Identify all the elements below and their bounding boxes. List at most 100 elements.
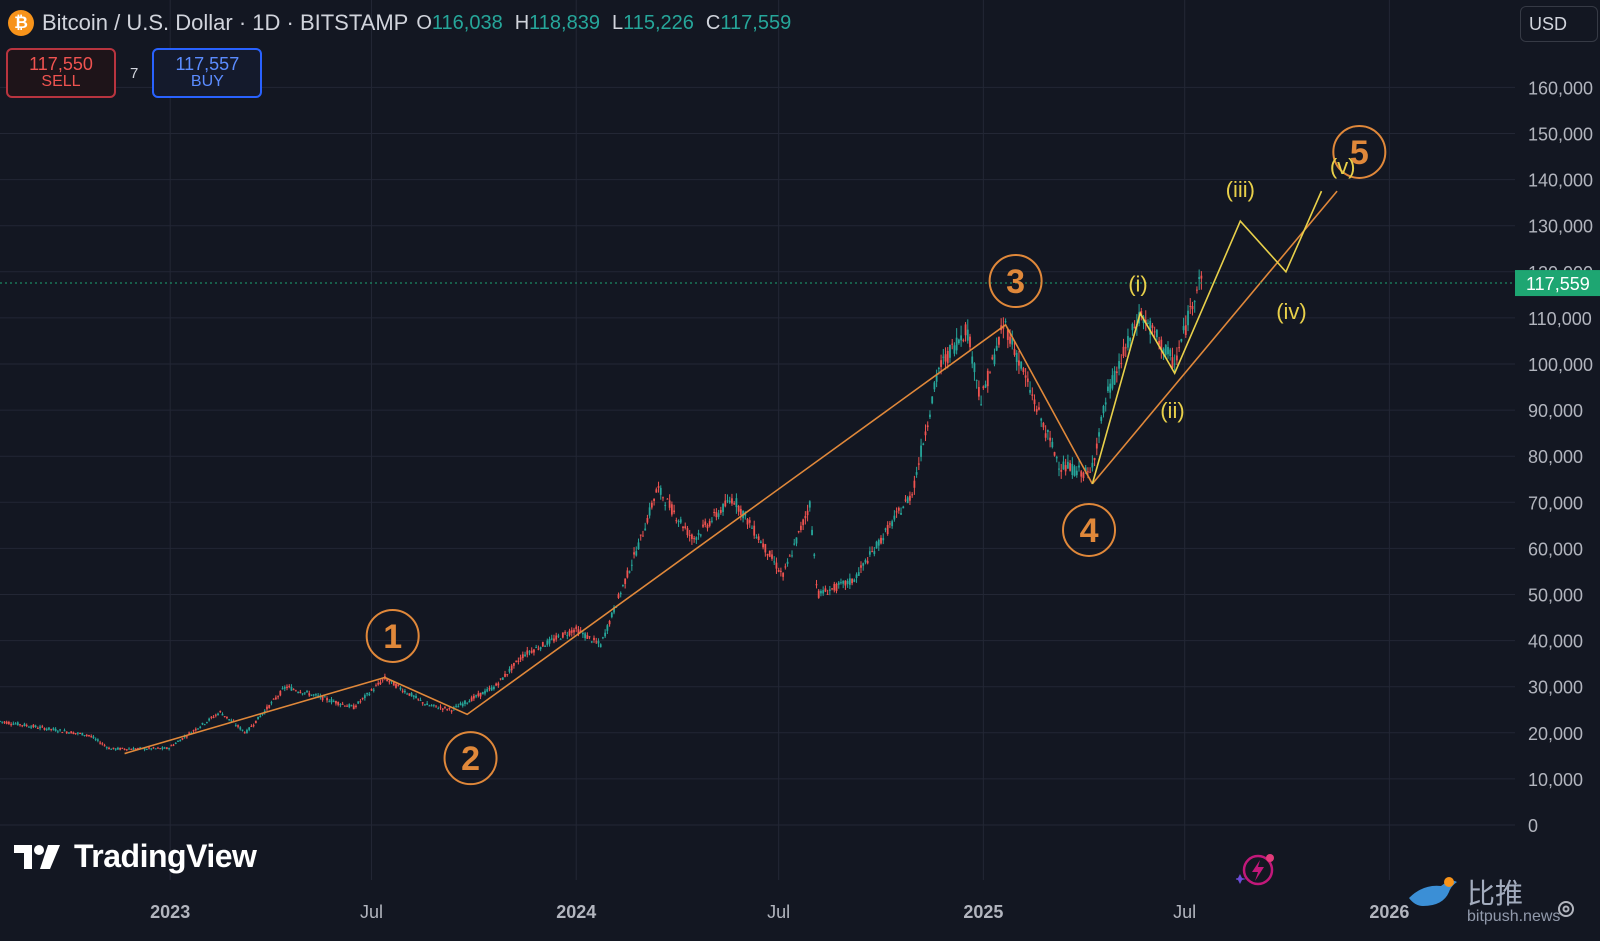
- candle-body: [886, 525, 889, 535]
- candle-body: [646, 518, 649, 523]
- candle-body: [593, 637, 595, 641]
- candle-body: [56, 731, 59, 733]
- candle-body: [1109, 383, 1112, 393]
- y-tick-label: 110,000: [1528, 309, 1592, 329]
- candle-body: [1091, 462, 1094, 468]
- candle-body: [341, 703, 344, 705]
- candle-body: [194, 728, 197, 731]
- candle-body: [697, 533, 700, 535]
- candle-body: [786, 561, 789, 564]
- candle-body: [444, 706, 446, 708]
- candle-body: [90, 736, 93, 738]
- candle-body: [415, 695, 417, 699]
- candle-body: [604, 632, 607, 637]
- candle-body: [386, 679, 389, 682]
- candle-body: [897, 507, 900, 511]
- candle-body: [241, 729, 244, 731]
- candle-body: [875, 541, 878, 549]
- candle-body: [437, 708, 440, 710]
- candle-body: [1051, 441, 1054, 448]
- candle-body: [1198, 277, 1201, 280]
- ohlc-open-value: 116,038: [431, 11, 503, 34]
- candle-body: [259, 715, 262, 718]
- candle-body: [223, 716, 226, 718]
- candle-body: [546, 640, 549, 645]
- candle-body: [159, 748, 162, 750]
- candle-body: [65, 731, 68, 734]
- candle-body: [377, 682, 380, 685]
- candle-body: [61, 732, 64, 734]
- candle-body: [1018, 360, 1020, 366]
- candle-body: [1066, 461, 1069, 469]
- candle-body: [36, 727, 39, 729]
- symbol-title[interactable]: Bitcoin / U.S. Dollar · 1D · BITSTAMP: [42, 10, 409, 35]
- wave-label-circle: [1062, 502, 1117, 557]
- candle-body: [1129, 337, 1132, 342]
- candle-body: [588, 636, 591, 638]
- candle-body: [417, 698, 420, 700]
- candle-body: [430, 705, 433, 707]
- candle-body: [54, 728, 57, 732]
- candle-body: [134, 748, 137, 750]
- candle-body: [1095, 443, 1098, 449]
- candle-body: [530, 650, 533, 653]
- y-tick-label: 150,000: [1528, 125, 1593, 145]
- y-tick-label: 10,000: [1528, 770, 1583, 790]
- buy-price: 117,557: [175, 54, 240, 75]
- candle-body: [490, 687, 493, 691]
- candle-body: [72, 732, 75, 735]
- candle-body: [800, 525, 802, 531]
- candle-body: [477, 693, 480, 696]
- candle-body: [357, 701, 360, 704]
- candle-body: [891, 521, 894, 527]
- candle-body: [363, 695, 366, 699]
- candle-body: [686, 528, 689, 536]
- candle-body: [203, 724, 206, 726]
- gear-icon[interactable]: [1555, 898, 1577, 920]
- x-tick-label: 2023: [150, 902, 190, 922]
- candle-body: [1178, 347, 1181, 349]
- candle-body: [188, 732, 191, 734]
- candle-body: [1151, 325, 1154, 328]
- lightning-badge-icon[interactable]: [1236, 852, 1276, 888]
- candle-body: [746, 518, 749, 525]
- candle-body: [1171, 357, 1174, 368]
- candle-body: [197, 728, 199, 730]
- candle-body: [871, 551, 874, 553]
- candle-body: [261, 713, 264, 715]
- candle-body: [802, 519, 805, 526]
- candle-body: [108, 747, 110, 750]
- candle-body: [1009, 336, 1011, 344]
- candle-body: [16, 722, 19, 726]
- candle-body: [557, 635, 560, 637]
- candle-body: [410, 693, 413, 697]
- candle-body: [971, 356, 974, 364]
- candle-body: [448, 707, 451, 709]
- candle-body: [577, 629, 580, 635]
- candle-body: [1155, 329, 1158, 338]
- candle-body: [1127, 336, 1129, 348]
- candle-body: [299, 691, 302, 693]
- candle-body: [619, 592, 622, 595]
- y-tick-label: 100,000: [1528, 355, 1593, 375]
- candle-body: [335, 701, 337, 704]
- sell-price: 117,550: [29, 54, 93, 75]
- candle-body: [59, 729, 61, 731]
- currency-selector[interactable]: USD: [1520, 6, 1598, 42]
- candle-body: [657, 486, 660, 488]
- candle-body: [528, 651, 531, 653]
- candle-body: [392, 681, 395, 686]
- candle-body: [762, 543, 764, 548]
- watermark-site-text: bitpush.news: [1467, 908, 1561, 925]
- candle-body: [359, 701, 362, 703]
- buy-button[interactable]: 117,557 BUY: [152, 48, 263, 98]
- x-tick-label: 2026: [1369, 902, 1409, 922]
- candle-body: [288, 686, 291, 688]
- candle-body: [666, 498, 669, 500]
- candle-body: [404, 690, 406, 693]
- sell-button[interactable]: 117,550 SELL: [6, 48, 116, 98]
- candle-body: [214, 714, 217, 716]
- ohlc-high-value: 118,839: [529, 11, 600, 34]
